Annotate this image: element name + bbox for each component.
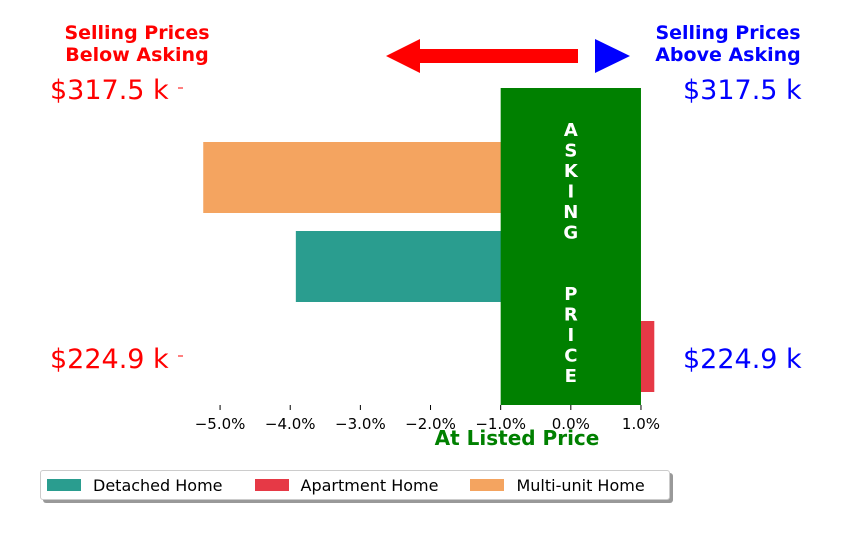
- legend-item-multi-unit: Multi-unit Home: [470, 475, 645, 495]
- left-bottom-price-label: $224.9 k: [50, 344, 169, 375]
- x-tick-label: −2.0%: [405, 415, 456, 433]
- asking-price-letter: R: [564, 305, 578, 326]
- legend-swatch-detached: [47, 479, 81, 491]
- x-tick-label: −1.0%: [475, 415, 526, 433]
- asking-price-letter: N: [563, 202, 578, 223]
- right-bottom-price-label: $224.9 k: [683, 344, 802, 375]
- x-axis: −5.0% −4.0% −3.0% −2.0% −1.0% 0.0% 1.0%: [195, 405, 660, 433]
- above-asking-header: Selling Prices Above Asking: [655, 22, 801, 66]
- x-axis-label: At Listed Price: [435, 426, 600, 450]
- asking-price-letter: G: [563, 223, 578, 244]
- legend-swatch-multi-unit: [470, 479, 505, 491]
- legend-label-apartment: Apartment Home: [300, 475, 439, 495]
- asking-price-letter: K: [564, 161, 579, 182]
- asking-price-letter: S: [564, 141, 577, 162]
- right-top-price-label: $317.5 k: [683, 75, 802, 106]
- asking-price-letter: A: [564, 120, 578, 141]
- right-arrow-icon: [595, 39, 630, 73]
- below-asking-header: Selling Prices Below Asking: [64, 22, 209, 66]
- legend: Detached Home Apartment Home Multi-unit …: [40, 470, 670, 500]
- x-tick-label: 1.0%: [622, 415, 660, 433]
- asking-price-letter: I: [567, 325, 574, 346]
- left-top-price-label: $317.5 k: [50, 75, 169, 106]
- x-tick-label: −4.0%: [265, 415, 316, 433]
- legend-label-multi-unit: Multi-unit Home: [516, 475, 645, 495]
- x-tick-label: −5.0%: [195, 415, 246, 433]
- asking-price-letter: P: [564, 284, 577, 305]
- above-asking-header-line-1: Selling Prices: [655, 22, 800, 44]
- legend-item-detached: Detached Home: [47, 476, 223, 495]
- below-asking-header-line-2: Below Asking: [65, 44, 208, 66]
- asking-price-letter: I: [567, 182, 574, 203]
- asking-price-letter: E: [565, 366, 577, 387]
- left-arrow-icon: [386, 39, 578, 73]
- below-asking-header-line-1: Selling Prices: [64, 22, 209, 44]
- asking-price-band: [500, 88, 641, 405]
- legend-swatch-apartment: [254, 479, 289, 491]
- above-asking-header-line-2: Above Asking: [655, 44, 801, 66]
- legend-item-apartment: Apartment Home: [254, 475, 439, 495]
- legend-label-detached: Detached Home: [93, 475, 223, 495]
- asking-price-letter: C: [564, 346, 577, 367]
- x-tick-label: −3.0%: [335, 415, 386, 433]
- x-tick-label: 0.0%: [552, 415, 590, 433]
